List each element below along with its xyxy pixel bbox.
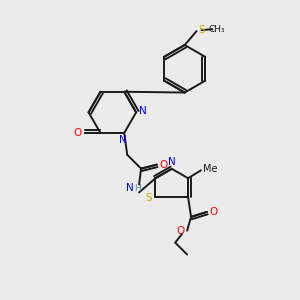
Text: N: N — [139, 106, 147, 116]
Text: N: N — [119, 135, 127, 145]
Text: O: O — [160, 160, 168, 170]
Text: O: O — [176, 226, 184, 236]
Text: H: H — [134, 184, 140, 193]
Text: S: S — [198, 25, 205, 35]
Text: O: O — [74, 128, 82, 138]
Text: Me: Me — [202, 164, 217, 174]
Text: N: N — [168, 157, 176, 167]
Text: N: N — [126, 183, 134, 194]
Text: S: S — [145, 193, 152, 203]
Text: CH₃: CH₃ — [208, 25, 225, 34]
Text: O: O — [210, 207, 218, 217]
